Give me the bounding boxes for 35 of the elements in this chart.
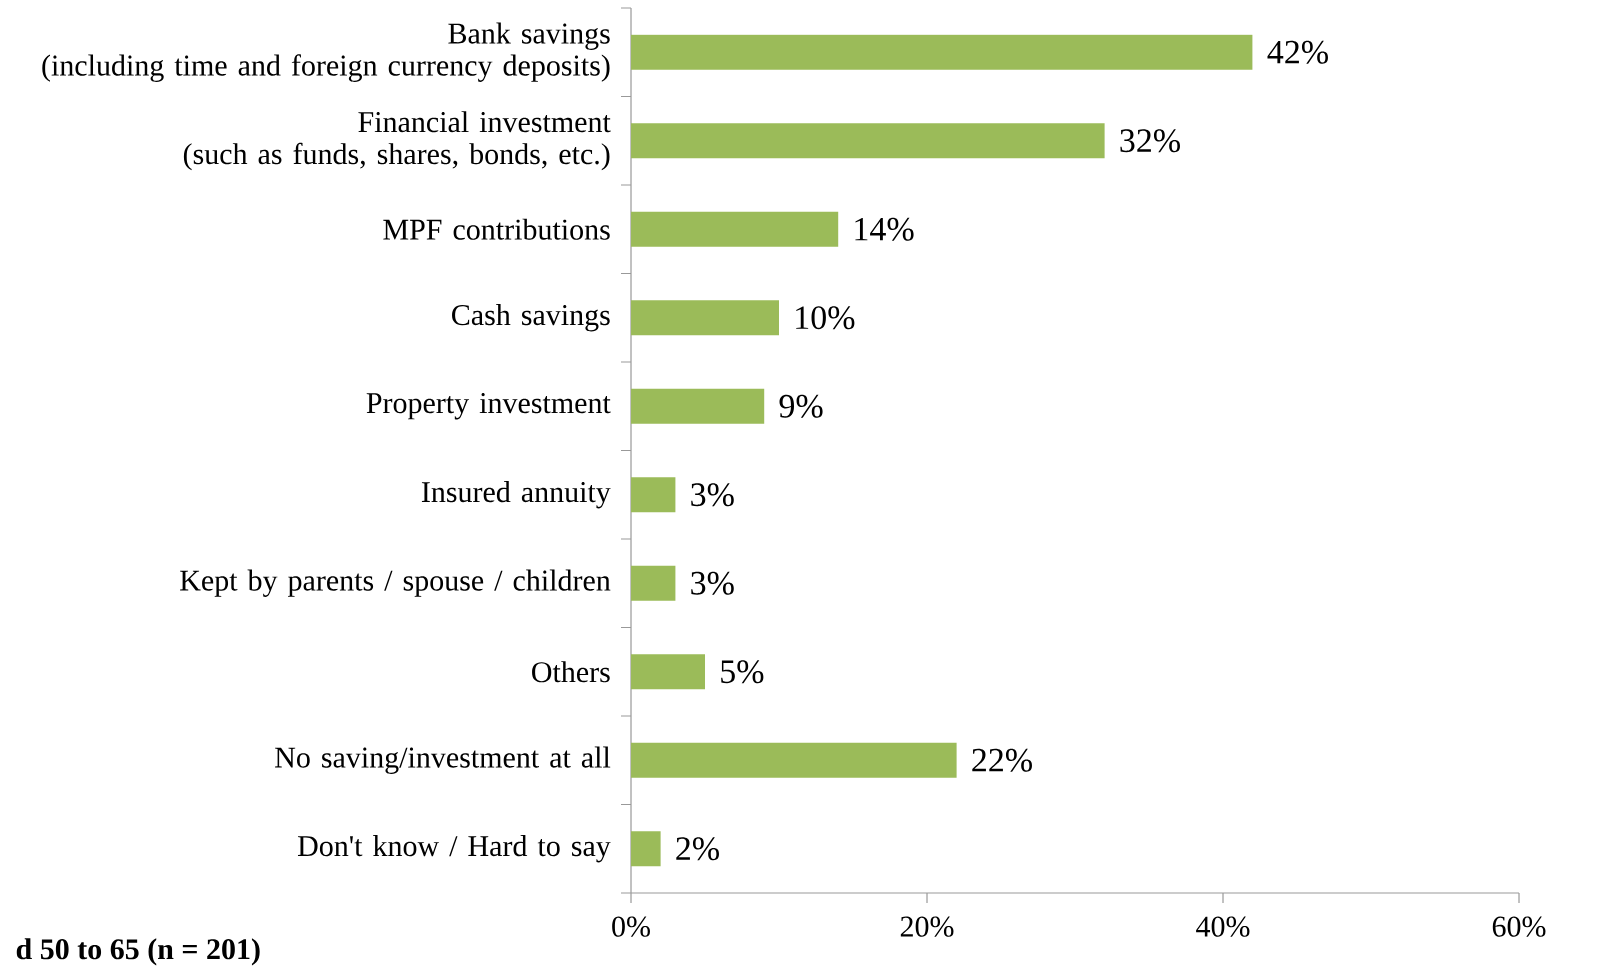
x-tick-label: 0% xyxy=(612,916,650,937)
y-tick-label: No saving/investment at all xyxy=(275,746,611,774)
y-tick-label: Others xyxy=(532,661,610,683)
data-label: 42% xyxy=(1267,40,1328,64)
y-tick-label: Insured annuity xyxy=(421,481,611,509)
text: d 50 to 65 (n = 201) xyxy=(16,938,260,966)
data-label: 32% xyxy=(1120,129,1180,153)
bar xyxy=(631,654,706,690)
data-label: 3% xyxy=(691,571,734,595)
x-tick-label: 60% xyxy=(1492,916,1546,937)
bar xyxy=(631,34,1253,70)
data-label: 10% xyxy=(796,306,855,330)
x-tick-label: 20% xyxy=(900,916,954,937)
bar xyxy=(631,477,676,513)
bar xyxy=(631,565,676,601)
bar xyxy=(631,211,839,247)
data-label: 5% xyxy=(721,660,764,684)
data-label: 14% xyxy=(855,217,914,241)
bar xyxy=(631,123,1105,159)
y-tick-label: Property investment xyxy=(366,393,611,420)
data-label: 9% xyxy=(779,394,823,418)
y-tick-label: Financial investment (such as funds, shares, bonds, etc.) xyxy=(183,111,611,171)
data-label: 3% xyxy=(691,483,734,507)
y-tick-label: Cash savings xyxy=(452,304,610,332)
y-tick-label: Bank savings (including time and foreign currency deposits) xyxy=(42,22,610,82)
data-label: 22% xyxy=(972,748,1032,772)
bar xyxy=(631,388,765,424)
y-tick-label: Kept by parents / spouse / children xyxy=(180,569,611,597)
bar xyxy=(631,831,661,867)
bar xyxy=(631,300,780,336)
x-tick-label: 40% xyxy=(1196,916,1250,937)
y-tick-label: Don't know / Hard to say xyxy=(297,835,611,863)
y-tick-label: MPF contributions xyxy=(383,218,610,240)
bar xyxy=(631,742,957,778)
data-label: 2% xyxy=(676,837,719,861)
